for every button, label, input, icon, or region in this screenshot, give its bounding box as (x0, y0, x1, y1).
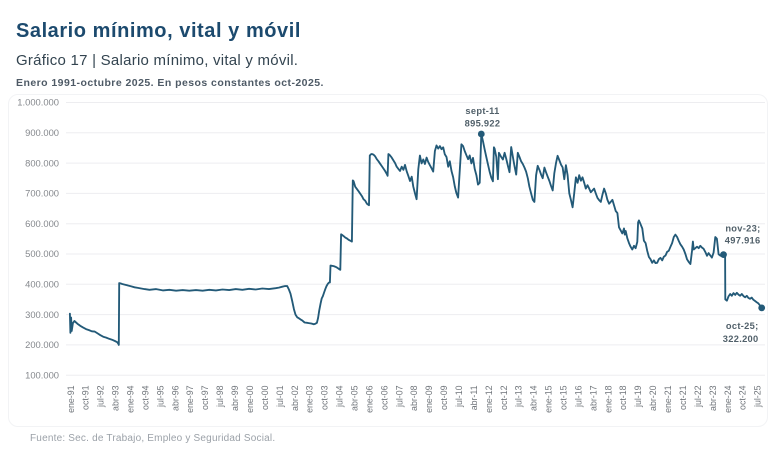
svg-text:oct-09: oct-09 (439, 385, 449, 410)
svg-text:jul-98: jul-98 (215, 385, 225, 408)
svg-text:jul-13: jul-13 (514, 385, 524, 408)
svg-text:ene-15: ene-15 (544, 385, 554, 412)
svg-text:abr-14: abr-14 (529, 385, 539, 411)
svg-text:oct-06: oct-06 (379, 385, 389, 410)
svg-text:ene-06: ene-06 (364, 385, 374, 412)
svg-text:ene-09: ene-09 (424, 385, 434, 412)
svg-text:jul-95: jul-95 (155, 385, 165, 408)
svg-text:oct-91: oct-91 (81, 385, 91, 410)
svg-text:abr-99: abr-99 (230, 385, 240, 411)
svg-text:oct-12: oct-12 (499, 385, 509, 410)
svg-text:abr-17: abr-17 (588, 385, 598, 411)
svg-text:ene-00: ene-00 (245, 385, 255, 412)
svg-text:oct-00: oct-00 (260, 385, 270, 410)
svg-text:abr-96: abr-96 (170, 385, 180, 411)
svg-text:jul-16: jul-16 (574, 385, 584, 408)
svg-text:1.000.000: 1.000.000 (17, 97, 59, 108)
svg-text:497.916: 497.916 (725, 236, 761, 246)
svg-text:600.000: 600.000 (25, 218, 59, 229)
svg-text:300.000: 300.000 (25, 309, 59, 320)
svg-text:jul-92: jul-92 (96, 385, 106, 408)
svg-text:800.000: 800.000 (25, 157, 59, 168)
svg-text:ene-12: ene-12 (484, 385, 494, 412)
svg-text:ene-03: ene-03 (305, 385, 315, 412)
svg-text:jul-25: jul-25 (753, 385, 763, 408)
svg-text:sept-11: sept-11 (465, 106, 499, 116)
svg-text:abr-02: abr-02 (290, 385, 300, 411)
svg-text:322.200: 322.200 (723, 334, 759, 344)
svg-text:ene-94: ene-94 (126, 385, 136, 412)
svg-text:abr-11: abr-11 (469, 385, 479, 410)
svg-text:nov-23;: nov-23; (725, 224, 760, 234)
svg-text:895.922: 895.922 (465, 119, 501, 129)
svg-text:ene-24: ene-24 (723, 385, 733, 412)
svg-text:100.000: 100.000 (25, 369, 59, 380)
svg-text:abr-93: abr-93 (111, 385, 121, 411)
svg-text:abr-23: abr-23 (708, 385, 718, 411)
svg-text:ene-91: ene-91 (66, 385, 76, 412)
svg-text:oct-18: oct-18 (618, 385, 628, 410)
svg-text:jul-19: jul-19 (633, 385, 643, 408)
svg-text:700.000: 700.000 (25, 188, 59, 199)
svg-text:oct-94: oct-94 (141, 385, 151, 410)
svg-text:jul-22: jul-22 (693, 385, 703, 408)
svg-text:jul-04: jul-04 (335, 385, 345, 408)
svg-text:200.000: 200.000 (25, 339, 59, 350)
svg-text:jul-10: jul-10 (454, 385, 464, 408)
svg-text:oct-25;: oct-25; (726, 321, 759, 331)
svg-text:oct-15: oct-15 (559, 385, 569, 410)
svg-text:oct-03: oct-03 (320, 385, 330, 410)
svg-text:500.000: 500.000 (25, 248, 59, 259)
svg-text:jul-07: jul-07 (394, 385, 404, 408)
svg-text:oct-21: oct-21 (678, 385, 688, 410)
svg-text:oct-24: oct-24 (738, 385, 748, 410)
svg-text:ene-97: ene-97 (185, 385, 195, 412)
svg-text:ene-18: ene-18 (603, 385, 613, 412)
svg-text:ene-21: ene-21 (663, 385, 673, 412)
svg-text:abr-20: abr-20 (648, 385, 658, 411)
svg-text:jul-01: jul-01 (275, 385, 285, 408)
svg-text:400.000: 400.000 (25, 279, 59, 290)
svg-text:900.000: 900.000 (25, 127, 59, 138)
svg-text:abr-08: abr-08 (409, 385, 419, 411)
svg-text:oct-97: oct-97 (200, 385, 210, 410)
svg-text:abr-05: abr-05 (350, 385, 360, 411)
